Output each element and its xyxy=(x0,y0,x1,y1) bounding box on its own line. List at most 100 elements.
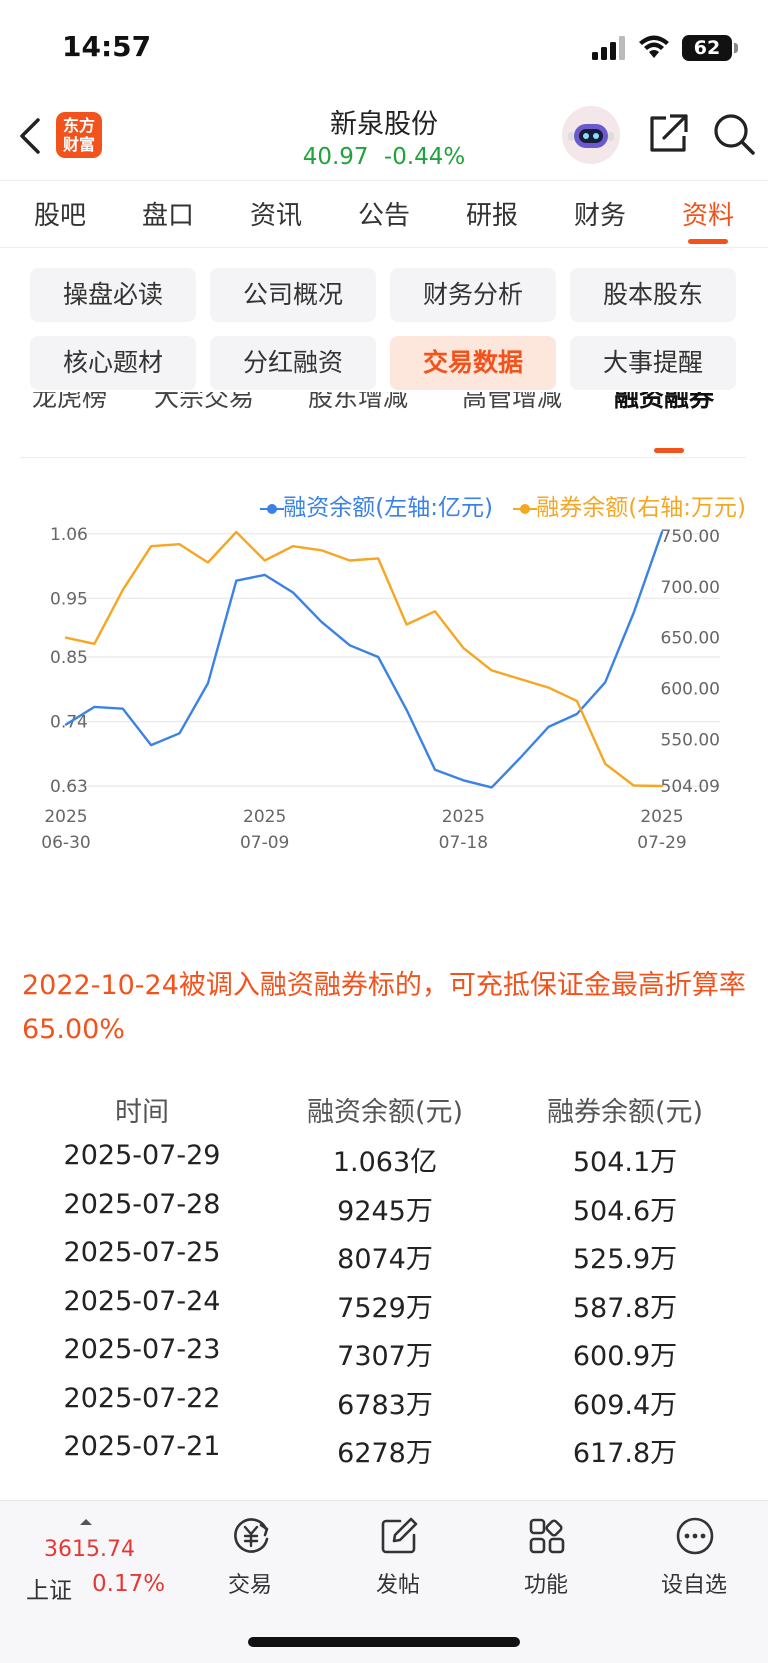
subtab-dragon-tiger[interactable]: 龙虎榜 xyxy=(32,392,108,412)
securities-lending-line xyxy=(64,530,664,788)
legend-securities-lending[interactable]: 融券余额(右轴:万元) xyxy=(513,488,746,522)
row-date: 2025-07-23 xyxy=(63,1334,221,1365)
main-tabs: 股吧 盘口 资讯 公告 研报 财务 资料 xyxy=(0,180,768,248)
right-axis-tick-label: 504.09 xyxy=(661,777,720,797)
row-securities: 525.9万 xyxy=(572,1244,678,1275)
back-arrow-icon[interactable] xyxy=(16,116,46,156)
table-row: 2025-07-29 1.063亿 504.1万 xyxy=(0,1132,768,1182)
x-axis-tick-date: 07-18 xyxy=(439,833,488,853)
tab-profile[interactable]: 资料 xyxy=(681,201,734,231)
eastmoney-logo: 东方 财富 xyxy=(56,112,102,158)
index-change: 0.17% xyxy=(92,1571,166,1597)
nav-trade[interactable]: 交易 xyxy=(195,1511,305,1601)
chart-legend: 融资余额(左轴:亿元) 融券余额(右轴:万元) xyxy=(247,488,746,522)
row-securities: 587.8万 xyxy=(572,1292,678,1324)
subtab-shareholder-changes[interactable]: 股东增减 xyxy=(308,392,409,412)
left-axis-tick-label: 0.85 xyxy=(50,648,88,668)
tab-news[interactable]: 资讯 xyxy=(249,201,302,231)
right-axis-tick-label: 550.00 xyxy=(661,730,720,750)
chip-shareholders[interactable]: 股本股东 xyxy=(570,268,736,322)
margin-eligibility-note: 2022-10-24被调入融资融券标的，可充抵保证金最高折算率65.00% xyxy=(22,970,746,1045)
legend-securities-marker xyxy=(513,503,538,514)
row-date: 2025-07-29 xyxy=(63,1140,221,1171)
status-bar: 14:57 62 xyxy=(0,0,768,96)
x-axis-tick-date: 06-30 xyxy=(41,833,90,853)
tab-announcements[interactable]: 公告 xyxy=(357,201,410,231)
row-financing: 7529万 xyxy=(337,1292,433,1324)
chip-core-themes[interactable]: 核心题材 xyxy=(30,336,196,390)
subtab-block-trade[interactable]: 大宗交易 xyxy=(154,392,255,412)
x-axis-tick-year: 2025 xyxy=(44,807,87,827)
row-date: 2025-07-25 xyxy=(63,1237,221,1268)
row-financing: 9245万 xyxy=(337,1195,433,1227)
chart-plot: 1.060.950.850.740.63750.00700.00650.0060… xyxy=(41,525,720,853)
legend-financing-marker xyxy=(260,503,285,514)
stock-header: 东方 财富 新泉股份 40.97 -0.44% xyxy=(0,96,768,180)
row-date: 2025-07-21 xyxy=(63,1431,221,1462)
table-header: 时间 融资余额(元) 融券余额(元) xyxy=(0,1082,768,1132)
nav-add-watchlist[interactable]: 设自选 xyxy=(639,1511,749,1601)
chip-company-overview[interactable]: 公司概况 xyxy=(210,268,376,322)
subtab-executive-changes[interactable]: 高管增减 xyxy=(462,392,563,412)
tab-finance[interactable]: 财务 xyxy=(573,201,626,231)
table-row: 2025-07-25 8074万 525.9万 xyxy=(0,1229,768,1279)
subtab-margin-trading[interactable]: 融资融券 xyxy=(614,392,715,412)
row-date: 2025-07-28 xyxy=(63,1188,221,1220)
right-axis-tick-label: 700.00 xyxy=(661,578,720,598)
table-row: 2025-07-22 6783万 609.4万 xyxy=(0,1375,768,1425)
nav-post[interactable]: 发帖 xyxy=(343,1511,453,1601)
right-axis-tick-label: 600.00 xyxy=(661,680,720,700)
left-axis-tick-label: 1.06 xyxy=(50,525,88,545)
table-row: 2025-07-23 7307万 600.9万 xyxy=(0,1326,768,1376)
chip-financial-analysis[interactable]: 财务分析 xyxy=(390,268,556,322)
row-securities: 504.6万 xyxy=(572,1195,678,1227)
x-axis-tick-year: 2025 xyxy=(243,807,286,827)
stock-change: -0.44% xyxy=(383,144,466,170)
chip-trading-data[interactable]: 交易数据 xyxy=(390,336,556,390)
row-date: 2025-07-24 xyxy=(63,1285,221,1317)
home-indicator xyxy=(248,1637,520,1647)
tab-guba[interactable]: 股吧 xyxy=(33,201,86,231)
margin-chart: 融资余额(左轴:亿元) 融券余额(右轴:万元) 1.06 0.95 0.85 0.74… xyxy=(0,470,768,910)
share-icon[interactable] xyxy=(646,112,690,156)
chip-major-events[interactable]: 大事提醒 xyxy=(570,336,736,390)
row-financing: 8074万 xyxy=(337,1244,433,1275)
more-icon xyxy=(676,1517,714,1555)
table-row: 2025-07-21 6278万 617.8万 xyxy=(0,1423,768,1473)
battery-tip xyxy=(734,43,738,53)
battery-icon: 62 xyxy=(682,35,732,61)
cellular-signal-icon xyxy=(592,36,625,60)
stock-quote: 40.97 -0.44% xyxy=(0,144,768,170)
row-financing: 7307万 xyxy=(337,1341,433,1372)
left-axis-tick-label: 0.95 xyxy=(50,589,88,609)
chip-dividends-financing[interactable]: 分红融资 xyxy=(210,336,376,390)
legend-financing[interactable]: 融资余额(左轴:亿元) xyxy=(260,488,493,522)
active-tab-indicator xyxy=(688,239,728,244)
left-axis-tick-label: 0.63 xyxy=(50,777,88,797)
nav-functions[interactable]: 功能 xyxy=(491,1511,601,1601)
row-financing: 6783万 xyxy=(337,1389,433,1421)
post-icon xyxy=(381,1517,418,1554)
stock-name: 新泉股份 xyxy=(330,109,438,140)
row-securities: 617.8万 xyxy=(572,1438,678,1469)
chip-trading-guide[interactable]: 操盘必读 xyxy=(30,268,196,322)
right-axis-tick-label: 650.00 xyxy=(661,629,720,649)
tab-research[interactable]: 研报 xyxy=(465,201,518,231)
index-value: 3615.74 xyxy=(44,1537,135,1562)
active-subtab-indicator xyxy=(654,448,684,453)
bottom-bar: 3615.74 上证 0.17% 交易 发帖 功能 xyxy=(0,1500,768,1663)
stock-price: 40.97 xyxy=(302,144,369,170)
header-financing: 融资余额(元) xyxy=(306,1097,464,1128)
right-axis-tick-label: 750.00 xyxy=(661,527,720,547)
index-expand-icon xyxy=(80,1519,92,1525)
header-date: 时间 xyxy=(115,1097,169,1128)
table-row: 2025-07-28 9245万 504.6万 xyxy=(0,1181,768,1231)
wifi-icon xyxy=(639,35,669,58)
ai-assistant-icon[interactable] xyxy=(562,106,620,164)
search-icon[interactable] xyxy=(712,112,756,156)
status-time: 14:57 xyxy=(62,30,152,63)
tab-pankou[interactable]: 盘口 xyxy=(141,201,194,231)
trade-icon xyxy=(234,1518,269,1553)
trading-data-subtabs: 龙虎榜 大宗交易 股东增减 高管增减 融资融券 xyxy=(20,392,746,458)
row-date: 2025-07-22 xyxy=(63,1382,221,1414)
